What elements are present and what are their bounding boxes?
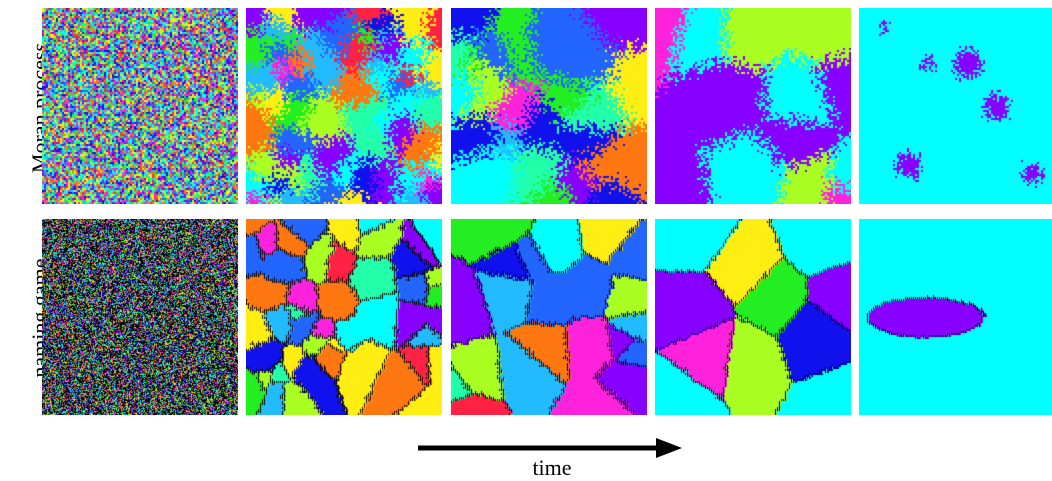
moran-panel-t0 [42,8,238,204]
moran-panel-t3 [655,8,851,204]
moran-panel-t4 [859,8,1052,204]
naming-panel-t4 [859,219,1052,415]
moran-panel-t2 [451,8,647,204]
time-axis-label: time [532,455,572,480]
time-arrow [418,438,682,458]
naming-panel-t0 [42,219,238,415]
naming-panel-t1 [246,219,442,415]
moran-panel-t1 [246,8,442,204]
naming-panel-t3 [655,219,851,415]
time-arrow-head [656,438,682,458]
naming-panel-t2 [451,219,647,415]
